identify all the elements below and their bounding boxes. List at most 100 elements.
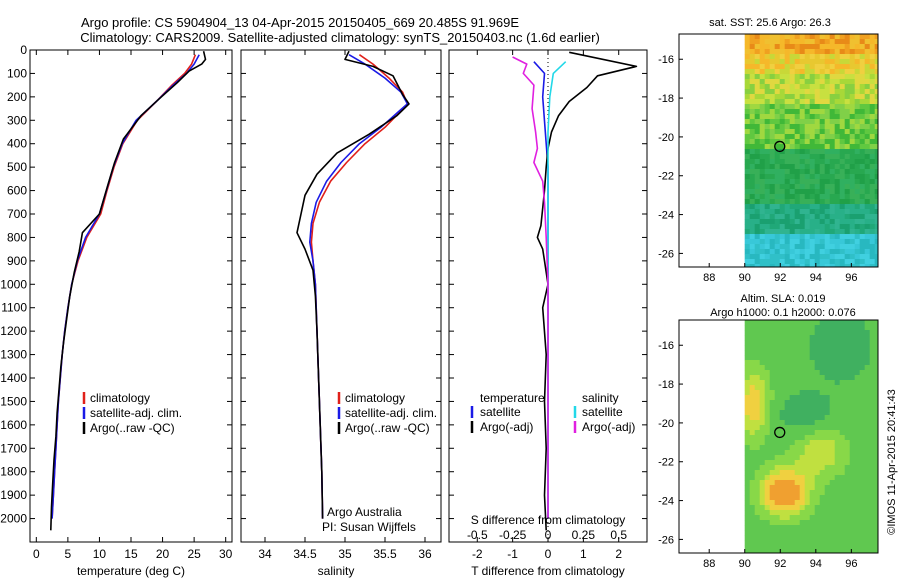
heatmap-cell xyxy=(844,495,850,501)
heatmap-cell xyxy=(784,124,790,130)
heatmap-cell xyxy=(789,495,795,501)
heatmap-cell xyxy=(839,535,845,541)
heatmap-cell xyxy=(854,89,860,95)
heatmap-cell xyxy=(809,249,815,255)
heatmap-cell xyxy=(844,234,850,240)
sla-map-title-line2: Argo h1000: 0.1 h2000: 0.076 xyxy=(710,307,856,319)
heatmap-cell xyxy=(839,495,845,501)
heatmap-cell xyxy=(779,104,785,110)
heatmap-cell xyxy=(859,385,865,391)
heatmap-cell xyxy=(844,510,850,516)
heatmap-cell xyxy=(749,480,755,486)
heatmap-cell xyxy=(854,475,860,481)
heatmap-cell xyxy=(759,54,765,60)
heatmap-cell xyxy=(804,44,810,50)
heatmap-cell xyxy=(814,234,820,240)
heatmap-cell xyxy=(809,199,815,205)
map-x-tick-label: 96 xyxy=(845,272,857,284)
heatmap-cell xyxy=(869,89,875,95)
temperature-legend: climatology satellite-adj. clim. Argo(..… xyxy=(82,391,182,435)
heatmap-cell xyxy=(824,470,830,476)
heatmap-cell xyxy=(764,199,770,205)
heatmap-cell xyxy=(754,505,760,511)
heatmap-cell xyxy=(754,224,760,230)
heatmap-cell xyxy=(869,350,875,356)
heatmap-cell xyxy=(769,109,775,115)
heatmap-cell xyxy=(784,229,790,235)
heatmap-cell xyxy=(769,360,775,366)
heatmap-cell xyxy=(789,149,795,155)
heatmap-cell xyxy=(849,234,855,240)
heatmap-cell xyxy=(804,495,810,501)
heatmap-cell xyxy=(809,345,815,351)
heatmap-cell xyxy=(819,109,825,115)
heatmap-cell xyxy=(759,345,765,351)
heatmap-cell xyxy=(809,99,815,105)
heatmap-cell xyxy=(744,325,750,331)
heatmap-cell xyxy=(869,189,875,195)
heatmap-cell xyxy=(864,430,870,436)
heatmap-cell xyxy=(789,365,795,371)
heatmap-cell xyxy=(784,460,790,466)
heatmap-cell xyxy=(754,380,760,386)
heatmap-cell xyxy=(849,179,855,185)
heatmap-cell xyxy=(789,159,795,165)
heatmap-cell xyxy=(819,204,825,210)
heatmap-cell xyxy=(834,490,840,496)
heatmap-cell xyxy=(764,239,770,245)
heatmap-cell xyxy=(859,465,865,471)
heatmap-cell xyxy=(779,234,785,240)
heatmap-cell xyxy=(854,74,860,80)
heatmap-cell xyxy=(754,385,760,391)
heatmap-cell xyxy=(854,370,860,376)
heatmap-cell xyxy=(769,480,775,486)
heatmap-cell xyxy=(799,320,805,326)
heatmap-cell xyxy=(854,64,860,70)
heatmap-cell xyxy=(764,209,770,215)
heatmap-cell xyxy=(749,184,755,190)
heatmap-cell xyxy=(774,415,780,421)
heatmap-cell xyxy=(874,124,878,130)
heatmap-cell xyxy=(774,79,780,85)
heatmap-cell xyxy=(834,229,840,235)
heatmap-cell xyxy=(824,380,830,386)
heatmap-cell xyxy=(854,510,860,516)
heatmap-cell xyxy=(809,525,815,531)
heatmap-cell xyxy=(784,219,790,225)
heatmap-cell xyxy=(759,179,765,185)
heatmap-cell xyxy=(764,445,770,451)
heatmap-cell xyxy=(854,395,860,401)
heatmap-cell xyxy=(874,520,878,526)
heatmap-cell xyxy=(829,54,835,60)
heatmap-cell xyxy=(799,460,805,466)
heatmap-cell xyxy=(814,164,820,170)
heatmap-cell xyxy=(744,360,750,366)
heatmap-cell xyxy=(799,355,805,361)
heatmap-cell xyxy=(824,259,830,265)
heatmap-cell xyxy=(869,129,875,135)
heatmap-cell xyxy=(769,234,775,240)
heatmap-cell xyxy=(864,174,870,180)
heatmap-cell xyxy=(759,425,765,431)
heatmap-cell xyxy=(789,510,795,516)
heatmap-cell xyxy=(849,139,855,145)
heatmap-cell xyxy=(849,360,855,366)
heatmap-cell xyxy=(774,209,780,215)
heatmap-cell xyxy=(824,365,830,371)
heatmap-cell xyxy=(844,184,850,190)
heatmap-cell xyxy=(769,520,775,526)
heatmap-cell xyxy=(764,325,770,331)
heatmap-cell xyxy=(834,69,840,75)
heatmap-cell xyxy=(754,219,760,225)
heatmap-cell xyxy=(759,124,765,130)
heatmap-cell xyxy=(829,84,835,90)
heatmap-cell xyxy=(789,99,795,105)
heatmap-cell xyxy=(859,370,865,376)
heatmap-cell xyxy=(819,365,825,371)
heatmap-cell xyxy=(824,174,830,180)
heatmap-cell xyxy=(774,500,780,506)
heatmap-cell xyxy=(769,465,775,471)
heatmap-cell xyxy=(754,425,760,431)
heatmap-cell xyxy=(814,520,820,526)
heatmap-cell xyxy=(844,465,850,471)
